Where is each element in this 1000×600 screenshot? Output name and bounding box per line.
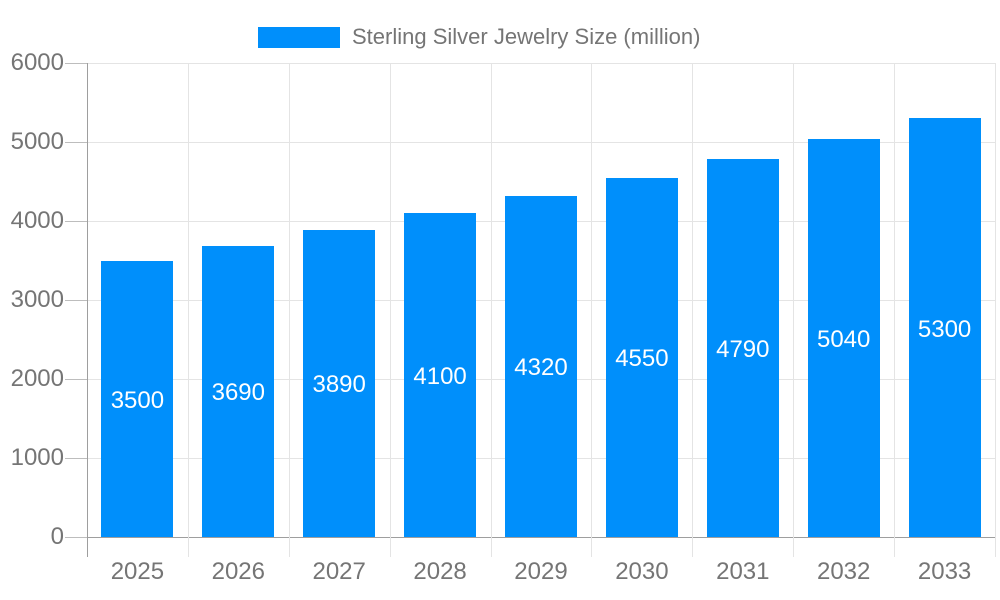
y-axis-tick: [65, 142, 87, 143]
x-axis-category-label: 2027: [312, 558, 366, 585]
y-axis-tick: [65, 300, 87, 301]
x-axis-category-label: 2029: [514, 558, 568, 585]
y-axis-tick: [65, 221, 87, 222]
y-axis-tick: [65, 458, 87, 459]
bar-value-label: 5300: [917, 315, 972, 343]
bar-value-label: 3690: [211, 379, 265, 407]
v-gridline: [390, 63, 391, 557]
bar-value-label: 4790: [716, 335, 770, 363]
x-axis-category-label: 2030: [615, 558, 669, 585]
v-gridline: [692, 63, 693, 557]
bar-2030: 4550: [605, 177, 678, 537]
legend-item[interactable]: Sterling Silver Jewelry Size (million): [258, 24, 700, 50]
bar-2031: 4790: [706, 158, 779, 537]
v-gridline: [491, 63, 492, 557]
v-gridline: [591, 63, 592, 557]
y-axis-tick-label: 4000: [10, 207, 64, 234]
bar-value-label: 3890: [312, 371, 366, 399]
y-axis-tick: [65, 537, 87, 538]
x-axis-category-label: 2026: [211, 558, 265, 585]
v-gridline: [894, 63, 895, 557]
bar-2033: 5300: [908, 118, 981, 537]
x-axis-line: [87, 537, 995, 538]
bar-2027: 3890: [303, 229, 376, 537]
legend-swatch: [258, 26, 340, 48]
y-axis-tick-label: 1000: [10, 444, 64, 471]
y-axis-line: [87, 63, 88, 557]
h-gridline: [87, 63, 995, 64]
bar-2026: 3690: [202, 245, 275, 537]
v-gridline: [289, 63, 290, 557]
x-axis-category-label: 2032: [816, 558, 871, 585]
bar-value-label: 4100: [413, 362, 467, 390]
v-gridline: [793, 63, 794, 557]
bar-2029: 4320: [505, 195, 577, 537]
x-axis-category-label: 2031: [716, 558, 770, 585]
bar-2028: 4100: [404, 213, 477, 537]
bar-value-label: 5040: [816, 325, 871, 353]
y-axis-tick-label: 3000: [10, 286, 64, 313]
v-gridline: [188, 63, 189, 557]
bar-value-label: 4550: [615, 345, 669, 373]
bar-2032: 5040: [807, 138, 880, 537]
x-axis-category-label: 2033: [917, 558, 972, 585]
y-axis-tick-label: 0: [50, 523, 64, 550]
v-gridline: [995, 63, 996, 557]
legend-label: Sterling Silver Jewelry Size (million): [352, 24, 701, 49]
y-axis-tick-label: 2000: [10, 365, 64, 392]
x-axis-category-label: 2028: [413, 558, 467, 585]
h-gridline: [87, 142, 995, 143]
bar-value-label: 3500: [110, 386, 165, 414]
y-axis-tick-label: 5000: [10, 128, 64, 155]
x-axis-category-label: 2025: [110, 558, 165, 585]
bar-value-label: 4320: [514, 354, 568, 382]
y-axis-tick: [65, 63, 87, 64]
bar-2025: 3500: [101, 260, 174, 537]
y-axis-tick-label: 6000: [10, 49, 64, 76]
y-axis-tick: [65, 379, 87, 380]
